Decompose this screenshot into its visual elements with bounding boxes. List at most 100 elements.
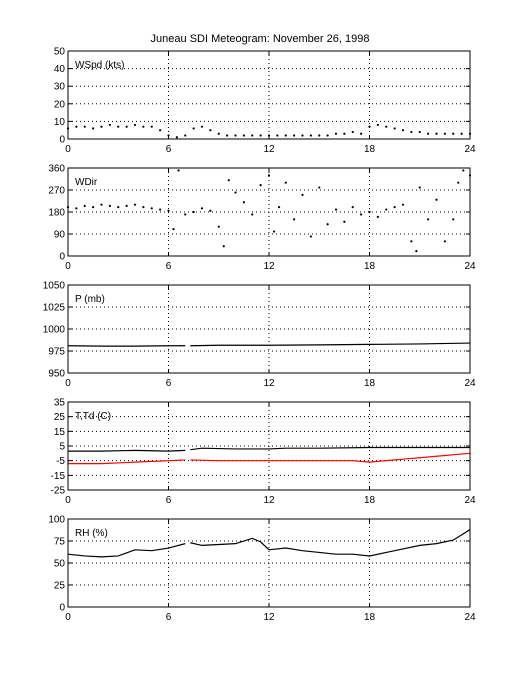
ytick-label-1-4: 360: [48, 164, 65, 175]
panel-label-2: P (mb): [75, 294, 105, 305]
ytick-label-0-4: 40: [54, 64, 66, 75]
point-1-0-37: [352, 206, 354, 208]
point-0-0-31: [327, 134, 329, 136]
xtick-label-0-1: 6: [166, 144, 172, 155]
point-0-0-4: [100, 126, 102, 128]
point-1-0-43: [402, 204, 404, 206]
xtick-label-1-1: 6: [166, 261, 172, 272]
point-1-0-17: [201, 207, 203, 209]
point-1-0-35: [335, 208, 337, 210]
point-1-0-10: [151, 207, 153, 209]
point-1-0-7: [126, 205, 128, 207]
xtick-label-3-1: 6: [166, 495, 172, 506]
ytick-label-0-0: 0: [59, 135, 65, 146]
xtick-label-3-2: 12: [263, 495, 275, 506]
point-0-0-39: [394, 127, 396, 129]
point-1-0-36: [343, 221, 345, 223]
xtick-label-2-1: 6: [166, 378, 172, 389]
point-0-0-7: [126, 126, 128, 128]
ytick-label-1-3: 270: [48, 186, 65, 197]
point-1-0-51: [457, 182, 459, 184]
point-0-0-28: [301, 134, 303, 136]
point-1-0-25: [260, 184, 262, 186]
point-0-0-13: [176, 136, 178, 138]
series-line-4-0-1: [190, 530, 470, 556]
point-1-0-11: [159, 208, 161, 210]
point-1-0-44: [410, 240, 412, 242]
xtick-label-0-4: 24: [464, 144, 476, 155]
ytick-label-0-5: 50: [54, 47, 66, 58]
point-1-0-8: [134, 204, 136, 206]
point-0-0-22: [251, 134, 253, 136]
point-1-0-28: [278, 206, 280, 208]
xtick-label-3-4: 24: [464, 495, 476, 506]
point-1-0-1: [75, 207, 77, 209]
point-1-0-14: [177, 169, 179, 171]
point-0-0-20: [234, 134, 236, 136]
point-0-0-6: [117, 126, 119, 128]
xtick-label-2-0: 0: [65, 378, 71, 389]
point-1-0-4: [100, 204, 102, 206]
point-1-0-42: [394, 206, 396, 208]
ytick-label-1-0: 0: [59, 252, 65, 263]
point-0-0-1: [75, 126, 77, 128]
point-1-0-32: [310, 235, 312, 237]
series-line-3-1-0: [68, 460, 185, 464]
ytick-label-2-4: 1050: [43, 281, 66, 292]
point-0-0-30: [318, 134, 320, 136]
point-1-0-16: [193, 211, 195, 213]
point-1-0-46: [419, 186, 421, 188]
ytick-label-2-3: 1025: [43, 303, 66, 314]
point-0-0-9: [142, 126, 144, 128]
point-1-0-20: [223, 245, 225, 247]
point-1-0-38: [360, 213, 362, 215]
point-1-0-33: [318, 186, 320, 188]
point-1-0-41: [385, 208, 387, 210]
point-0-0-25: [276, 134, 278, 136]
xtick-label-0-3: 18: [364, 144, 376, 155]
ytick-label-3-5: 25: [54, 412, 66, 423]
point-1-0-6: [117, 206, 119, 208]
panel-label-4: RH (%): [75, 528, 108, 539]
point-0-0-36: [368, 126, 370, 128]
series-line-2-0-1: [190, 343, 470, 346]
point-1-0-31: [301, 194, 303, 196]
point-1-0-5: [109, 205, 111, 207]
point-0-0-26: [285, 134, 287, 136]
ytick-label-1-2: 180: [48, 208, 65, 219]
ytick-label-4-4: 100: [48, 515, 65, 526]
xtick-label-1-0: 0: [65, 261, 71, 272]
ytick-label-0-2: 20: [54, 99, 66, 110]
point-1-0-3: [92, 206, 94, 208]
point-1-0-12: [167, 210, 169, 212]
point-0-0-14: [184, 134, 186, 136]
point-0-0-44: [435, 133, 437, 135]
point-1-0-2: [84, 205, 86, 207]
xtick-label-1-3: 18: [364, 261, 376, 272]
xtick-label-2-3: 18: [364, 378, 376, 389]
point-1-0-48: [435, 199, 437, 201]
point-0-0-10: [151, 126, 153, 128]
point-0-0-15: [193, 127, 195, 129]
point-0-0-5: [109, 124, 111, 126]
panel-label-1: WDir: [75, 177, 98, 188]
xtick-label-4-3: 18: [364, 612, 376, 623]
point-0-0-18: [218, 133, 220, 135]
point-0-0-27: [293, 134, 295, 136]
ytick-label-0-1: 10: [54, 117, 66, 128]
point-1-0-49: [444, 240, 446, 242]
point-0-0-16: [201, 126, 203, 128]
xtick-label-0-0: 0: [65, 144, 71, 155]
point-1-0-40: [377, 216, 379, 218]
series-line-3-0-0: [68, 450, 185, 451]
panel-label-0: WSpd (kts): [75, 60, 124, 71]
point-0-0-8: [134, 124, 136, 126]
point-1-0-19: [218, 226, 220, 228]
point-1-0-39: [368, 211, 370, 213]
ytick-label-3-4: 15: [54, 427, 66, 438]
